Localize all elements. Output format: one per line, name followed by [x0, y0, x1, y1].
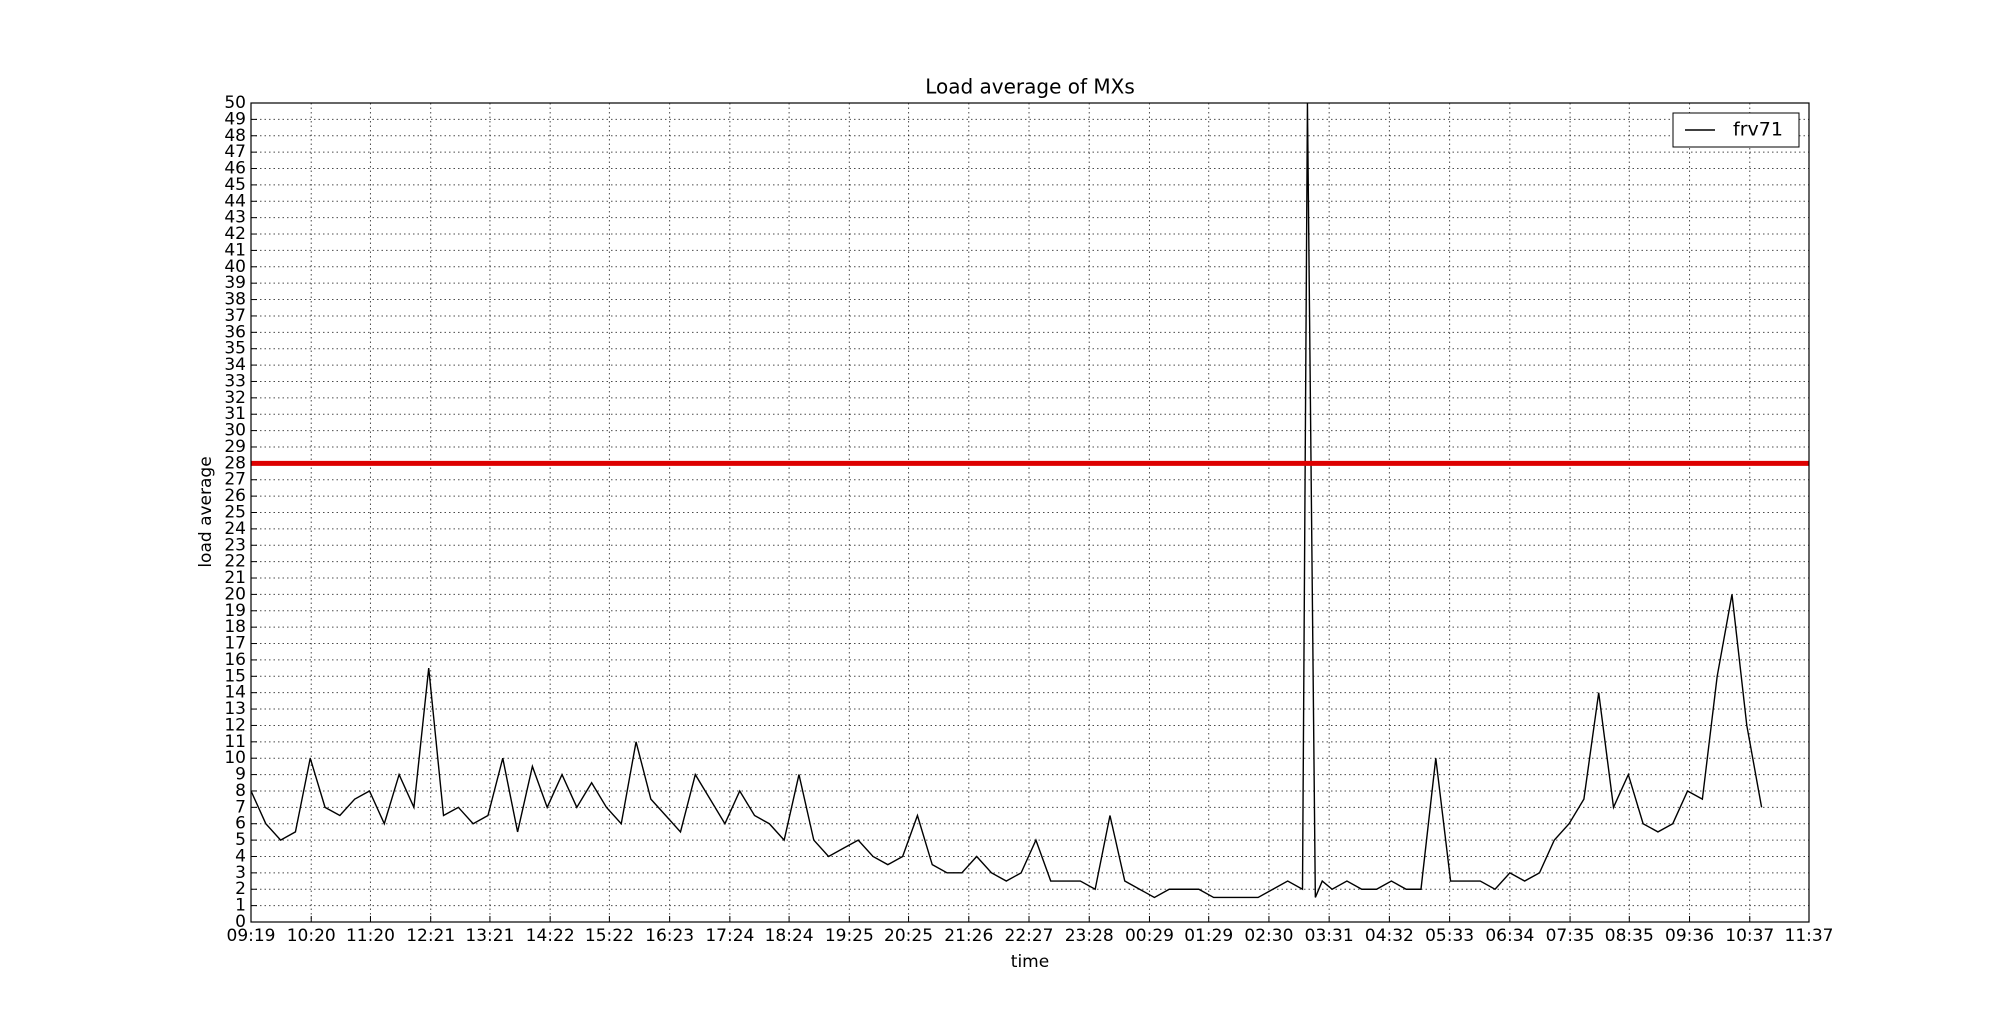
y-tick-label: 40 [224, 257, 246, 277]
y-axis-label: load average [196, 456, 216, 567]
y-tick-label: 48 [224, 126, 246, 146]
x-tick-label: 17:24 [705, 926, 754, 946]
y-tick-label: 49 [224, 109, 246, 129]
x-tick-label: 07:35 [1546, 926, 1595, 946]
x-axis-label: time [1011, 952, 1049, 972]
x-tick-label: 08:35 [1605, 926, 1654, 946]
y-tick-label: 6 [235, 814, 246, 834]
x-tick-label: 19:25 [825, 926, 874, 946]
y-tick-label: 26 [224, 486, 246, 506]
x-tick-label: 15:22 [585, 926, 634, 946]
y-tick-label: 37 [224, 306, 246, 326]
x-tick-label: 12:21 [406, 926, 455, 946]
y-tick-label: 30 [224, 421, 246, 441]
x-tick-label: 11:20 [346, 926, 395, 946]
y-tick-label: 23 [224, 535, 246, 555]
y-tick-label: 44 [224, 191, 246, 211]
y-tick-label: 24 [224, 519, 246, 539]
y-tick-label: 45 [224, 175, 246, 195]
y-tick-label: 1 [235, 896, 246, 916]
y-tick-label: 17 [224, 634, 246, 654]
y-tick-label: 3 [235, 863, 246, 883]
y-tick-label: 47 [224, 142, 246, 162]
y-tick-label: 12 [224, 715, 246, 735]
y-tick-label: 46 [224, 159, 246, 179]
y-tick-label: 39 [224, 273, 246, 293]
y-tick-label: 36 [224, 322, 246, 342]
y-tick-label: 0 [235, 912, 246, 932]
y-tick-label: 14 [224, 683, 246, 703]
y-tick-label: 2 [235, 879, 246, 899]
y-tick-label: 31 [224, 404, 246, 424]
y-tick-label: 38 [224, 290, 246, 310]
y-tick-label: 34 [224, 355, 246, 375]
y-tick-label: 41 [224, 240, 246, 260]
x-tick-label: 06:34 [1485, 926, 1534, 946]
y-tick-label: 15 [224, 666, 246, 686]
y-tick-label: 16 [224, 650, 246, 670]
y-tick-label: 18 [224, 617, 246, 637]
x-tick-label: 16:23 [645, 926, 694, 946]
y-tick-label: 35 [224, 339, 246, 359]
y-tick-label: 7 [235, 797, 246, 817]
x-tick-label: 00:29 [1125, 926, 1174, 946]
y-tick-label: 32 [224, 388, 246, 408]
x-tick-label: 18:24 [765, 926, 814, 946]
y-tick-label: 19 [224, 601, 246, 621]
y-tick-label: 29 [224, 437, 246, 457]
x-tick-label: 23:28 [1065, 926, 1114, 946]
y-tick-label: 43 [224, 208, 246, 228]
x-tick-label: 05:33 [1425, 926, 1474, 946]
y-tick-label: 42 [224, 224, 246, 244]
x-tick-label: 03:31 [1305, 926, 1354, 946]
y-tick-label: 21 [224, 568, 246, 588]
plot-frame [250, 102, 1810, 923]
x-tick-label: 09:36 [1665, 926, 1714, 946]
y-tick-label: 22 [224, 552, 246, 572]
series-line [251, 103, 1763, 899]
y-tick-label: 33 [224, 371, 246, 391]
x-tick-label: 20:25 [884, 926, 933, 946]
chart-title: Load average of MXs [925, 75, 1135, 99]
x-tick-label: 11:37 [1785, 926, 1834, 946]
y-tick-label: 10 [224, 748, 246, 768]
x-tick-label: 09:19 [227, 926, 276, 946]
x-tick-label: 10:20 [287, 926, 336, 946]
y-tick-label: 50 [224, 93, 246, 113]
x-tick-label: 21:26 [944, 926, 993, 946]
y-tick-label: 11 [224, 732, 246, 752]
x-tick-label: 10:37 [1725, 926, 1774, 946]
y-tick-label: 25 [224, 503, 246, 523]
y-tick-label: 5 [235, 830, 246, 850]
y-tick-label: 4 [235, 846, 246, 866]
x-tick-label: 04:32 [1365, 926, 1414, 946]
y-tick-label: 28 [224, 453, 246, 473]
y-tick-label: 20 [224, 584, 246, 604]
legend-label: frv71 [1733, 119, 1783, 141]
y-tick-label: 9 [235, 765, 246, 785]
x-tick-label: 01:29 [1184, 926, 1233, 946]
x-tick-label: 02:30 [1244, 926, 1293, 946]
x-tick-label: 13:21 [465, 926, 514, 946]
y-tick-label: 8 [235, 781, 246, 801]
y-tick-label: 13 [224, 699, 246, 719]
x-tick-label: 14:22 [526, 926, 575, 946]
x-tick-label: 22:27 [1005, 926, 1054, 946]
y-tick-label: 27 [224, 470, 246, 490]
